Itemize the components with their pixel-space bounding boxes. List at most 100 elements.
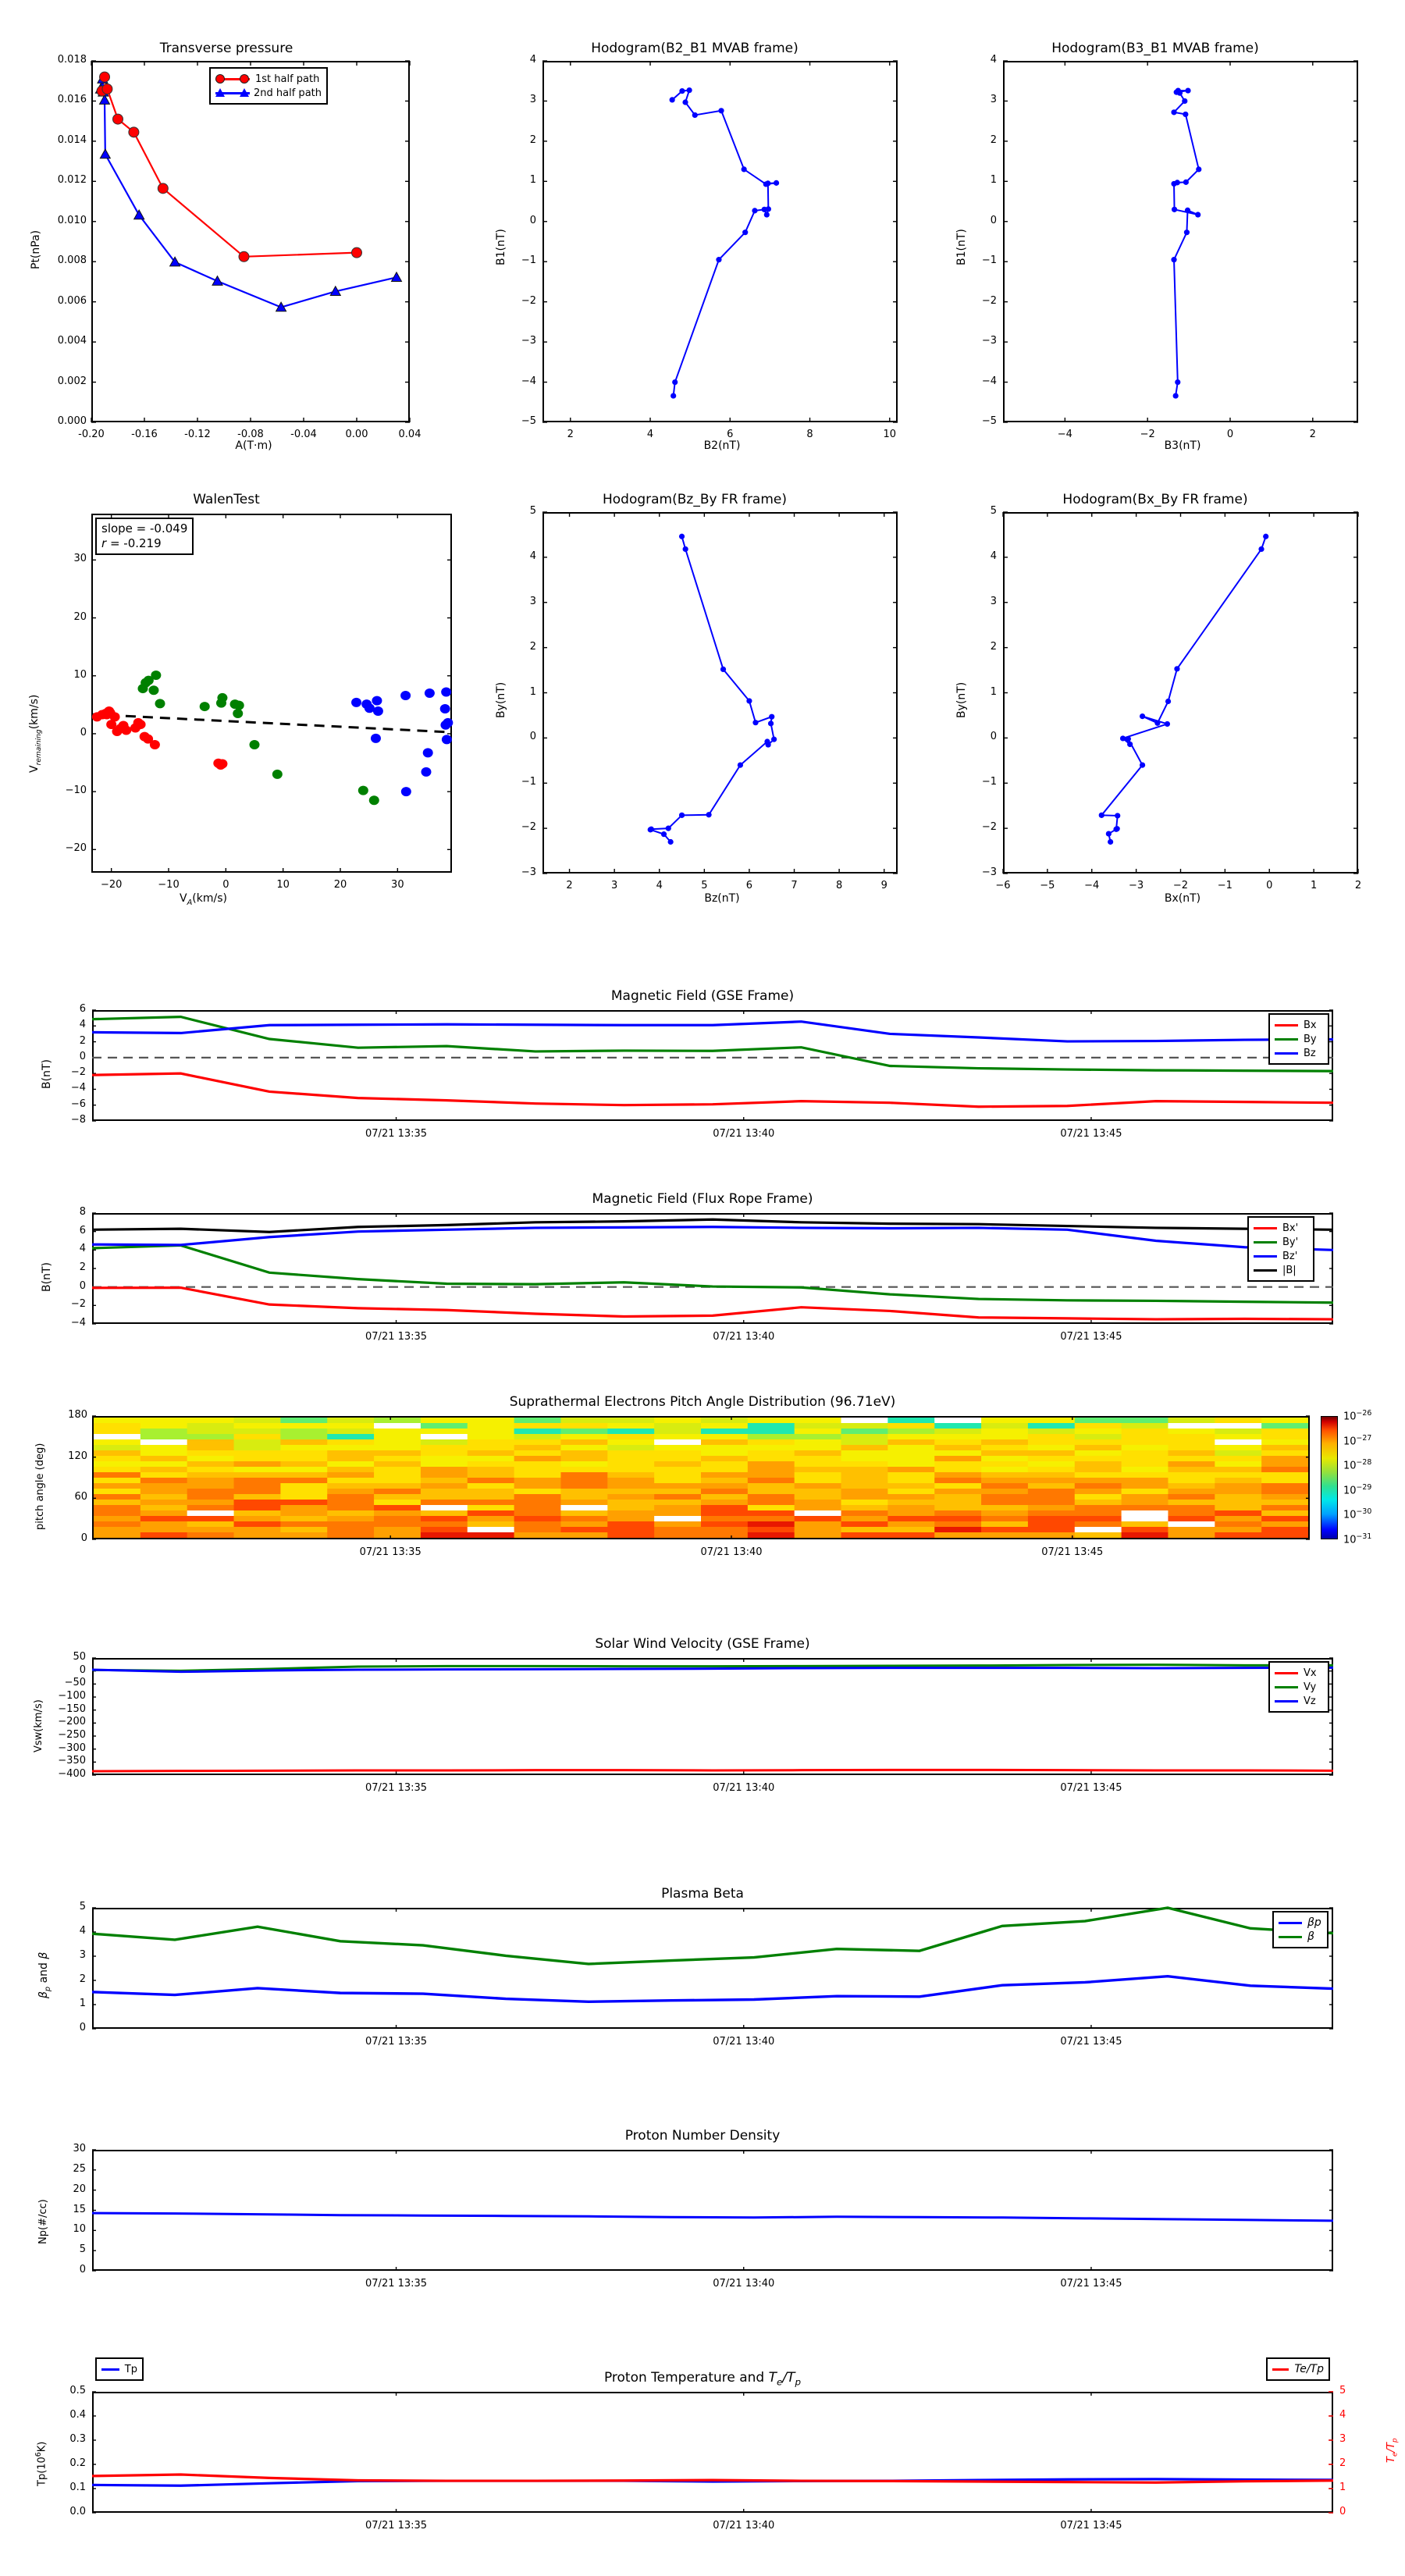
panel-title: Magnetic Field (Flux Rope Frame): [592, 1191, 813, 1207]
y-tick-label: 0: [79, 2022, 86, 2033]
y-tick-label: 25: [73, 2162, 86, 2175]
legend: Bx' By' Bz' |B|: [1247, 1216, 1314, 1282]
plot-area: [1003, 61, 1358, 422]
legend: Bx By Bz: [1268, 1013, 1329, 1065]
legend-row: Bx: [1275, 1018, 1323, 1032]
title-slash-T: /T: [782, 2370, 795, 2386]
x-tick-label: 6: [727, 429, 734, 440]
legend-row: By: [1275, 1032, 1323, 1046]
y-tick-label: 4: [529, 54, 536, 66]
x-tick-label: 07/21 13:40: [713, 2520, 775, 2532]
x-tick-label: 2: [567, 429, 574, 440]
x-tick-label: 07/21 13:45: [1060, 1331, 1122, 1343]
y-tick-label: 0: [79, 1663, 86, 1676]
y-tick-label: 5: [1339, 2385, 1346, 2396]
y-tick-label: 5: [990, 505, 997, 517]
legend-marker-circle: [215, 73, 250, 84]
panel-transverse-pressure: Transverse pressure Pt(nPa) A(T·m) 0.000…: [0, 0, 468, 461]
x-tick-label: 07/21 13:45: [1060, 2278, 1122, 2290]
y-tick-label: 0: [1339, 2506, 1346, 2517]
y-tick-label: −1: [981, 776, 997, 788]
legend-row: 1st half path: [215, 72, 322, 86]
y-tick-label: 0.2: [69, 2457, 86, 2469]
panel-pad-spectrogram: Suprathermal Electrons Pitch Angle Distr…: [0, 1374, 1405, 1585]
legend-row: β: [1279, 1930, 1322, 1944]
y-tick-label: 0.1: [69, 2482, 86, 2493]
x-tick-label: 30: [391, 879, 404, 891]
y-tick-label: 0.012: [57, 174, 87, 187]
legend-left: Tp: [95, 2357, 144, 2381]
x-tick-label: 07/21 13:35: [365, 1782, 428, 1794]
y-tick-label: 20: [73, 2183, 86, 2195]
y-tick-label: 0.014: [57, 133, 87, 146]
legend-label: By: [1304, 1033, 1317, 1045]
panel-title: Plasma Beta: [661, 1886, 744, 1902]
plot-svg: [542, 511, 898, 874]
y-tick-label: 5: [79, 2243, 86, 2256]
x-tick-label: 4: [646, 429, 654, 440]
panel-title: Hodogram(Bz_By FR frame): [602, 492, 788, 507]
plot-svg: [1002, 511, 1359, 874]
x-tick-label: 07/21 13:35: [359, 1546, 422, 1558]
legend-marker-triangle: [215, 87, 250, 98]
colorbar-tick-label: 10−29: [1343, 1482, 1372, 1497]
y-tick-label: 8: [79, 1206, 86, 1218]
legend-label: Tp: [124, 2363, 137, 2375]
x-tick-label: 07/21 13:35: [365, 1128, 428, 1140]
y-tick-label: 4: [79, 1243, 86, 1255]
y-tick-label: 0: [990, 214, 997, 226]
x-tick-label: 1: [1310, 880, 1318, 891]
title-prefix: Proton Temperature and: [603, 2370, 769, 2386]
y-tick-label: 2: [990, 133, 997, 146]
y-tick-label: −300: [58, 1742, 86, 1754]
panel-title: Transverse pressure: [159, 41, 293, 56]
panel-title: Hodogram(Bx_By FR frame): [1062, 492, 1248, 507]
y-tick-label: 0: [79, 1050, 86, 1062]
y-tick-label: 0: [80, 1532, 87, 1544]
legend: 1st half path 2nd half path: [209, 67, 328, 105]
y-tick-label: −3: [981, 335, 997, 347]
y-tick-label: 2: [1339, 2457, 1346, 2469]
legend-label: 1st half path: [255, 73, 320, 85]
y-tick-label: 0: [80, 726, 87, 738]
y-tick-label: −4: [521, 375, 536, 387]
plot-svg: [91, 2391, 1334, 2514]
panel-hodogram-b2-b1: Hodogram(B2_B1 MVAB frame) B1(nT) B2(nT)…: [468, 0, 937, 461]
colorbar-tick-label: 10−28: [1343, 1458, 1372, 1472]
legend-label: By': [1282, 1236, 1299, 1248]
x-axis-label: Bz(nT): [704, 892, 740, 905]
x-tick-label: −1: [1217, 880, 1232, 891]
y-tick-label: 4: [990, 550, 997, 562]
plot-area: [92, 1908, 1333, 2029]
panel-hodogram-bx-by: Hodogram(Bx_By FR frame) By(nT) Bx(nT) −…: [937, 461, 1405, 929]
x-tick-label: 07/21 13:45: [1060, 1782, 1122, 1794]
y-tick-label: 1: [529, 174, 536, 187]
legend: βp β: [1272, 1911, 1329, 1948]
y-tick-label: −2: [981, 294, 997, 307]
y-tick-label: 4: [529, 550, 536, 562]
legend-label: Vz: [1304, 1695, 1316, 1707]
panel-magnetic-field-gse: Magnetic Field (GSE Frame) B(nT) −8 −6 −4−…: [0, 968, 1405, 1147]
legend-row: Te/Tp: [1272, 2362, 1324, 2376]
x-tick-label: 8: [806, 429, 813, 440]
x-tick-label: 07/21 13:40: [713, 1128, 775, 1140]
legend-row: By': [1254, 1235, 1308, 1249]
x-tick-label: 07/21 13:45: [1060, 1128, 1122, 1140]
y-tick-label: 3: [529, 595, 536, 607]
x-tick-label: 0: [222, 879, 229, 891]
x-axis-label: A(T·m): [235, 439, 272, 452]
y-tick-label: −1: [981, 254, 997, 267]
y-tick-label: 1: [990, 174, 997, 187]
r-symbol: r: [101, 535, 107, 550]
x-axis-label: VA(km/s): [180, 892, 336, 907]
heatmap-svg: [94, 1418, 1308, 1538]
r-value: = -0.219: [106, 535, 162, 550]
y-tick-label: 1: [79, 1998, 86, 2009]
plot-area: [92, 1416, 1310, 1539]
y-tick-label: 0.002: [57, 375, 87, 387]
y-tick-label: 0.004: [57, 335, 87, 347]
y-tick-label: 60: [74, 1491, 87, 1503]
y-tick-label: 1: [1339, 2482, 1346, 2493]
y-tick-label: −4: [981, 375, 997, 387]
x-tick-label: −4: [1084, 880, 1100, 891]
